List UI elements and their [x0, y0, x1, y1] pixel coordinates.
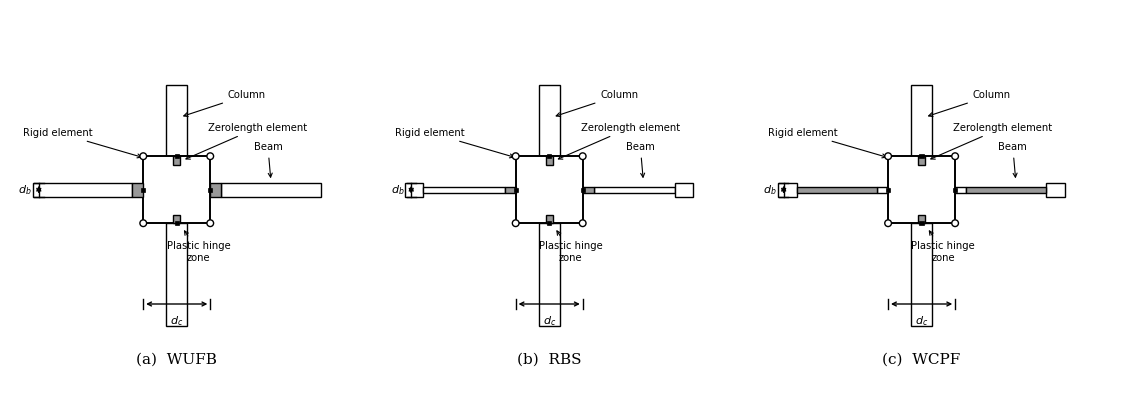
- Text: Beam: Beam: [254, 142, 283, 177]
- Text: Beam: Beam: [626, 142, 655, 177]
- Text: Column: Column: [557, 90, 638, 116]
- Circle shape: [951, 153, 958, 160]
- Text: $d_b$: $d_b$: [18, 183, 31, 197]
- Text: $d_c$: $d_c$: [171, 314, 183, 328]
- Bar: [798, 186, 877, 193]
- Text: (b)  RBS: (b) RBS: [517, 352, 581, 366]
- Bar: [166, 85, 187, 156]
- Circle shape: [579, 153, 586, 160]
- Circle shape: [206, 153, 213, 160]
- Bar: [405, 183, 423, 197]
- Circle shape: [140, 220, 147, 227]
- Bar: [877, 186, 889, 193]
- Bar: [539, 85, 560, 156]
- Text: $d_b$: $d_b$: [390, 183, 404, 197]
- Text: Plastic hinge
zone: Plastic hinge zone: [539, 231, 603, 263]
- Bar: [545, 214, 553, 223]
- Bar: [539, 223, 560, 326]
- Text: Beam: Beam: [999, 142, 1028, 177]
- Text: (c)  WCPF: (c) WCPF: [883, 352, 960, 366]
- Text: Rigid element: Rigid element: [395, 128, 514, 158]
- Circle shape: [885, 220, 892, 227]
- Bar: [955, 186, 966, 193]
- Bar: [208, 188, 212, 192]
- Circle shape: [885, 153, 892, 160]
- Bar: [594, 186, 675, 193]
- Text: (a)  WUFB: (a) WUFB: [136, 352, 218, 366]
- Text: $d_b$: $d_b$: [763, 183, 776, 197]
- Bar: [911, 85, 932, 156]
- Bar: [919, 154, 923, 158]
- Bar: [1046, 183, 1066, 197]
- Text: Zerolength element: Zerolength element: [186, 123, 307, 159]
- Bar: [173, 214, 181, 223]
- Bar: [166, 223, 187, 326]
- Bar: [33, 183, 132, 197]
- Bar: [548, 221, 551, 225]
- Circle shape: [513, 220, 519, 227]
- Bar: [173, 156, 181, 165]
- Bar: [175, 154, 178, 158]
- Bar: [889, 156, 955, 223]
- Bar: [918, 214, 926, 223]
- Text: Rigid element: Rigid element: [767, 128, 886, 158]
- Text: Column: Column: [184, 90, 266, 116]
- Bar: [778, 183, 798, 197]
- Circle shape: [579, 220, 586, 227]
- Circle shape: [951, 220, 958, 227]
- Bar: [911, 223, 932, 326]
- Text: Plastic hinge
zone: Plastic hinge zone: [166, 231, 230, 263]
- Bar: [132, 183, 144, 197]
- Bar: [144, 156, 210, 223]
- Bar: [548, 154, 551, 158]
- Bar: [580, 188, 585, 192]
- Text: Zerolength element: Zerolength element: [931, 123, 1052, 159]
- Bar: [886, 188, 890, 192]
- Bar: [505, 186, 516, 193]
- Bar: [582, 186, 594, 193]
- Bar: [175, 221, 178, 225]
- Text: Zerolength element: Zerolength element: [559, 123, 680, 159]
- Bar: [516, 156, 582, 223]
- Text: Column: Column: [929, 90, 1011, 116]
- Text: $d_c$: $d_c$: [916, 314, 928, 328]
- Bar: [953, 188, 957, 192]
- Bar: [514, 188, 518, 192]
- Circle shape: [206, 220, 213, 227]
- Text: $d_c$: $d_c$: [543, 314, 555, 328]
- Bar: [919, 221, 923, 225]
- Bar: [966, 186, 1046, 193]
- Circle shape: [140, 153, 147, 160]
- Bar: [423, 186, 505, 193]
- Bar: [210, 183, 221, 197]
- Bar: [141, 188, 146, 192]
- Text: Plastic hinge
zone: Plastic hinge zone: [911, 231, 975, 263]
- Bar: [221, 183, 321, 197]
- Text: Rigid element: Rigid element: [24, 128, 141, 158]
- Bar: [675, 183, 693, 197]
- Bar: [545, 156, 553, 165]
- Circle shape: [513, 153, 519, 160]
- Bar: [918, 156, 926, 165]
